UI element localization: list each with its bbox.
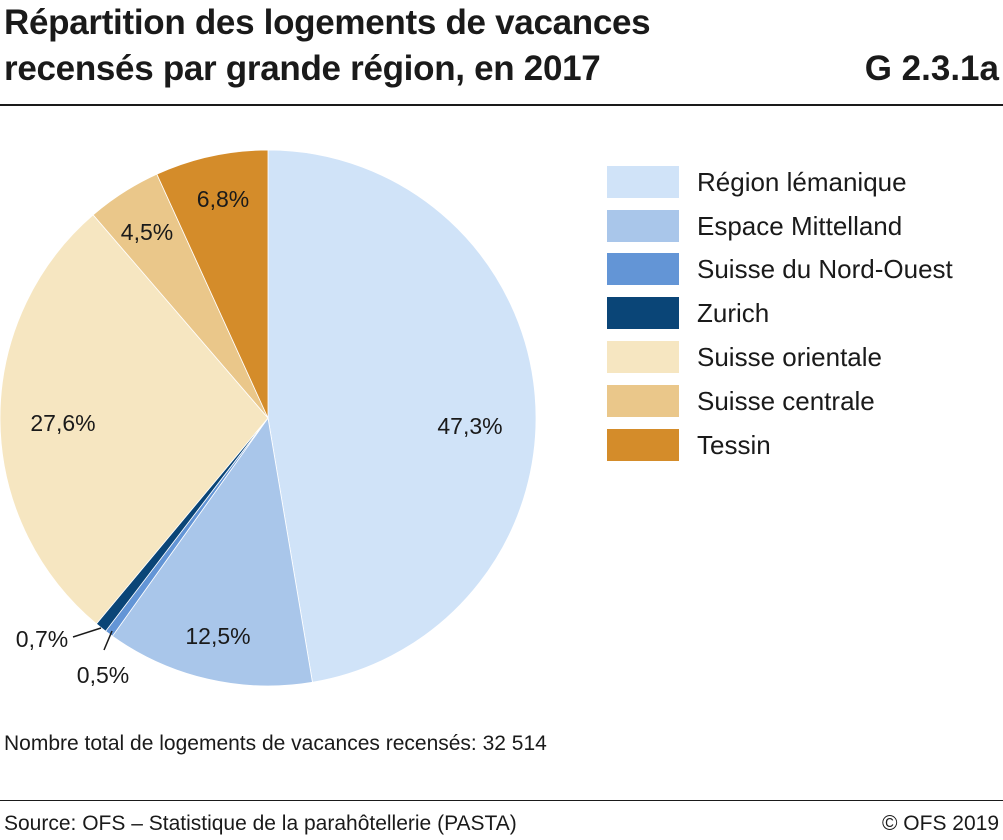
legend-label: Suisse centrale: [697, 385, 875, 416]
legend-swatch: [607, 297, 679, 330]
legend-label: Suisse orientale: [697, 342, 882, 373]
legend-label: Zurich: [697, 298, 770, 329]
slice-label: 12,5%: [185, 623, 250, 649]
copyright-text: © OFS 2019: [881, 812, 999, 835]
legend-item: Région lémanique: [607, 160, 953, 204]
legend-swatch: [607, 253, 679, 286]
legend-item: Espace Mittelland: [607, 204, 953, 248]
legend-item: Suisse orientale: [607, 335, 953, 379]
legend: Région lémanique Espace Mittelland Suisse …: [607, 160, 953, 467]
legend-item: Zurich: [607, 291, 953, 335]
slice-label: 6,8%: [197, 186, 249, 212]
legend-swatch: [607, 428, 679, 461]
slice-label: 0,5%: [77, 662, 129, 688]
legend-label: Espace Mittelland: [697, 210, 903, 241]
legend-swatch: [607, 165, 679, 198]
leader-line: [72, 627, 102, 638]
leader-line: [103, 630, 113, 651]
chart-title: Répartition des logements de vacances re…: [4, 0, 824, 92]
pie-slice-espace-mittelland: [111, 416, 313, 687]
top-divider: [0, 104, 1003, 106]
legend-item: Tessin: [607, 423, 953, 467]
legend-label: Tessin: [697, 429, 771, 460]
source-text: Source: OFS – Statistique de la parahôte…: [4, 812, 517, 835]
legend-item: Suisse du Nord-Ouest: [607, 248, 953, 292]
legend-label: Suisse du Nord-Ouest: [697, 254, 953, 285]
chart-id: G 2.3.1a: [864, 49, 999, 88]
chart-title-line-2: recensés par grande région, en 2017: [4, 49, 601, 88]
slice-label: 27,6%: [30, 410, 95, 436]
bottom-divider: [0, 800, 1003, 801]
slice-label: 4,5%: [121, 219, 173, 245]
slice-label: 0,7%: [16, 626, 68, 652]
chart-title-line-1: Répartition des logements de vacances: [4, 3, 651, 42]
legend-label: Région lémanique: [697, 166, 907, 197]
pie-chart: 47,3% 12,5% 0,5% 0,7% 27,6% 4,5% 6,8%: [0, 149, 537, 688]
legend-item: Suisse centrale: [607, 379, 953, 423]
pie-slice-suisse-orientale: [0, 214, 269, 625]
legend-swatch: [607, 341, 679, 374]
total-note: Nombre total de logements de vacances re…: [4, 732, 547, 755]
pie-slice-tessin: [156, 149, 269, 419]
legend-swatch: [607, 384, 679, 417]
legend-swatch: [607, 209, 679, 242]
pie-slice-r-gion-l-manique: [267, 149, 537, 683]
slice-label: 47,3%: [437, 413, 502, 439]
